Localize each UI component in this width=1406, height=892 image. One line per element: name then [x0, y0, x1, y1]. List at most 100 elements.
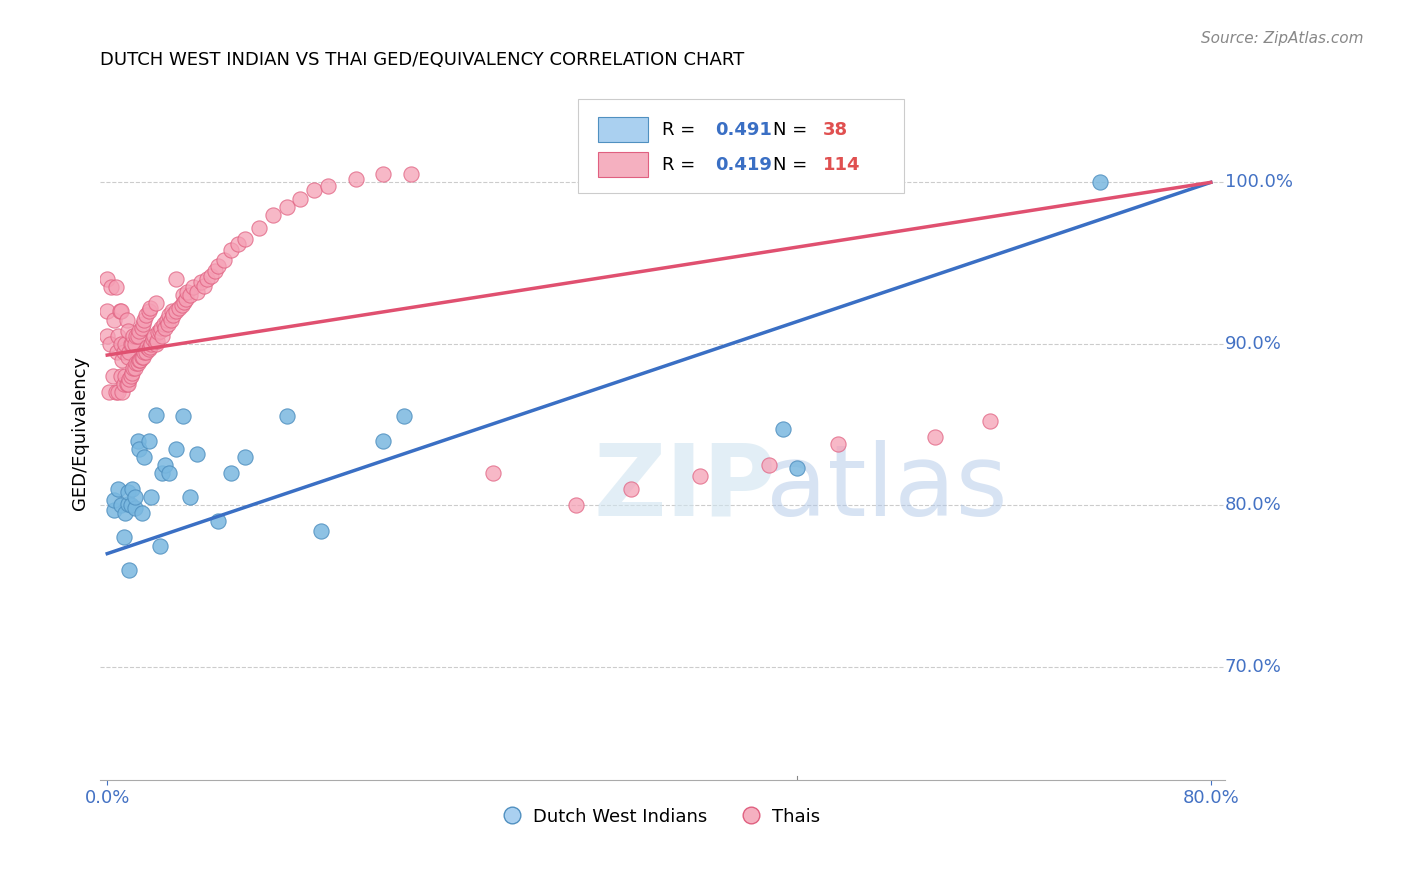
Point: [181, 280, 204, 294]
Point: [157, 308, 180, 322]
Point: [165, 272, 187, 286]
Text: 80.0%: 80.0%: [1225, 496, 1281, 514]
Point: [149, 539, 172, 553]
Text: Source: ZipAtlas.com: Source: ZipAtlas.com: [1201, 31, 1364, 46]
Point: [107, 328, 129, 343]
Point: [120, 336, 142, 351]
Point: [114, 506, 136, 520]
Point: [111, 385, 134, 400]
Point: [200, 268, 222, 283]
Point: [131, 320, 153, 334]
Point: [103, 503, 125, 517]
Point: [125, 356, 148, 370]
Point: [138, 434, 160, 448]
Point: [96, 272, 118, 286]
Text: N =: N =: [773, 155, 813, 174]
Point: [153, 318, 176, 332]
Point: [186, 285, 208, 299]
Point: [110, 498, 132, 512]
Point: [110, 304, 132, 318]
Point: [121, 336, 143, 351]
Point: [139, 301, 162, 316]
Point: [131, 350, 153, 364]
Point: [118, 563, 141, 577]
Point: [117, 350, 139, 364]
Point: [105, 344, 128, 359]
Point: [107, 385, 129, 400]
Point: [226, 236, 249, 251]
Point: [262, 208, 284, 222]
Point: [107, 482, 129, 496]
Point: [150, 320, 173, 334]
Point: [134, 312, 156, 326]
Point: [221, 243, 243, 257]
Point: [114, 369, 136, 384]
Point: [127, 356, 149, 370]
Point: [110, 369, 132, 384]
Point: [128, 353, 150, 368]
Point: [316, 178, 339, 193]
Point: [186, 446, 208, 460]
Text: R =: R =: [662, 121, 702, 139]
Point: [115, 312, 138, 326]
Point: [160, 304, 183, 318]
Point: [143, 328, 166, 343]
Point: [112, 377, 135, 392]
Point: [758, 458, 780, 472]
Point: [772, 422, 794, 436]
Point: [96, 304, 118, 318]
Point: [135, 308, 157, 322]
Text: ZIP: ZIP: [593, 440, 776, 537]
Point: [149, 324, 172, 338]
Point: [142, 332, 165, 346]
Point: [121, 366, 143, 380]
Point: [145, 336, 167, 351]
Text: 70.0%: 70.0%: [1225, 657, 1281, 675]
Text: atlas: atlas: [766, 440, 1008, 537]
Point: [153, 458, 176, 472]
Point: [786, 461, 808, 475]
Point: [117, 377, 139, 392]
Point: [152, 466, 174, 480]
Point: [172, 288, 194, 302]
Point: [134, 450, 156, 464]
Point: [565, 498, 588, 512]
Point: [103, 312, 125, 326]
Point: [131, 506, 153, 520]
Point: [302, 183, 325, 197]
Point: [138, 342, 160, 356]
Point: [153, 320, 176, 334]
Text: 38: 38: [824, 121, 848, 139]
Point: [132, 350, 155, 364]
Point: [141, 490, 163, 504]
Point: [165, 442, 187, 456]
Point: [124, 336, 146, 351]
Point: [482, 466, 505, 480]
Point: [100, 280, 122, 294]
Point: [155, 312, 177, 326]
Legend: Dutch West Indians, Thais: Dutch West Indians, Thais: [498, 800, 828, 833]
Text: 0.491: 0.491: [716, 121, 772, 139]
Point: [207, 514, 229, 528]
Point: [1090, 175, 1112, 189]
Point: [371, 167, 394, 181]
Point: [117, 324, 139, 338]
Point: [124, 501, 146, 516]
Text: 100.0%: 100.0%: [1225, 173, 1292, 192]
Point: [129, 353, 152, 368]
Point: [689, 469, 711, 483]
Point: [979, 414, 1001, 428]
Point: [399, 167, 422, 181]
Point: [167, 301, 190, 316]
Text: 114: 114: [824, 155, 860, 174]
Point: [141, 336, 163, 351]
Point: [103, 493, 125, 508]
Text: N =: N =: [773, 121, 813, 139]
Point: [176, 285, 198, 299]
Point: [104, 385, 127, 400]
Point: [344, 172, 367, 186]
Point: [97, 385, 120, 400]
Y-axis label: GED/Equivalency: GED/Equivalency: [72, 356, 89, 509]
Point: [124, 490, 146, 504]
Point: [247, 220, 270, 235]
